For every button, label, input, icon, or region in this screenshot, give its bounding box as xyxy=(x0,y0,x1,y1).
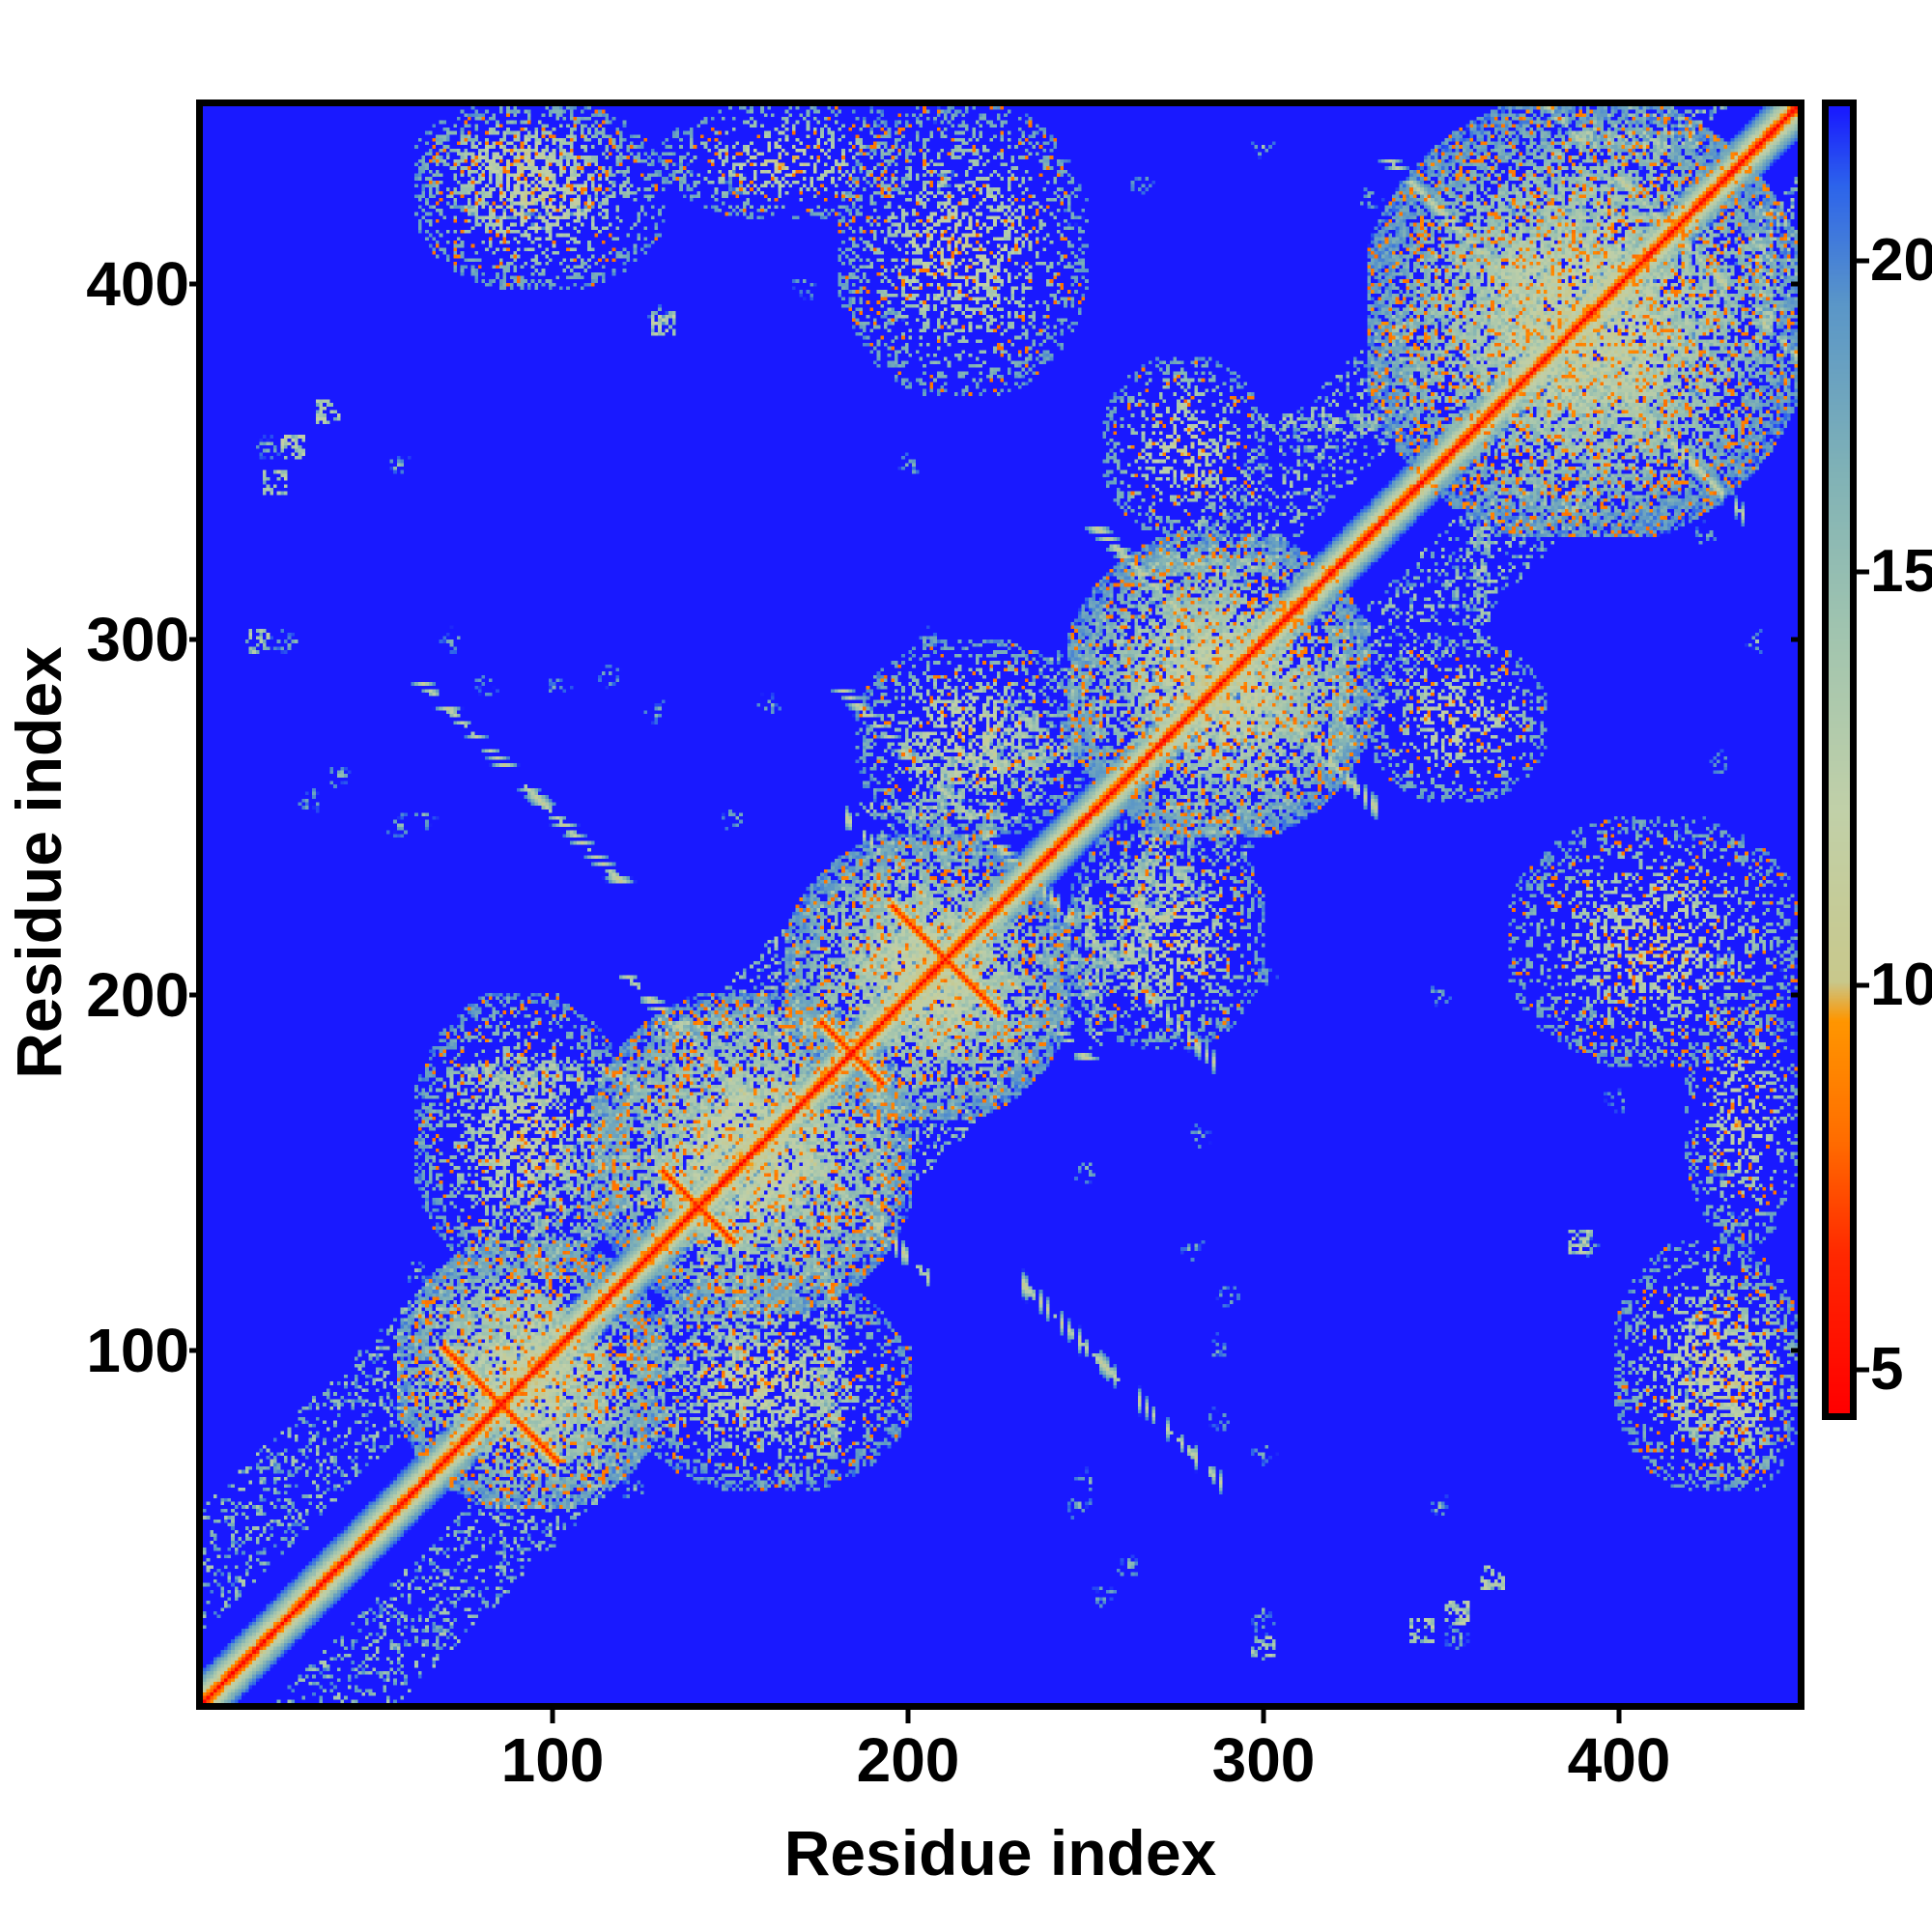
y-tick-label-100: 100 xyxy=(86,1316,189,1385)
contact-map-canvas xyxy=(203,106,1798,1703)
plot-right-tick-400 xyxy=(1791,281,1804,287)
colorbar-tick-mark-15 xyxy=(1857,569,1869,575)
colorbar-tick-label-15: 15 xyxy=(1870,538,1932,605)
plot-right-tick-300 xyxy=(1791,637,1804,642)
colorbar xyxy=(1822,99,1857,1420)
plot-right-tick-200 xyxy=(1791,992,1804,998)
colorbar-tick-mark-5 xyxy=(1857,1367,1869,1373)
colorbar-tick-label-5: 5 xyxy=(1870,1336,1904,1403)
y-axis-tick-labels: 400 300 200 100 xyxy=(0,0,189,1932)
y-tick-label-300: 300 xyxy=(86,605,189,674)
x-tick-mark-200 xyxy=(905,1710,911,1723)
x-tick-mark-100 xyxy=(550,1710,555,1723)
colorbar-tick-label-20: 20 xyxy=(1870,227,1932,294)
x-tick-mark-400 xyxy=(1616,1710,1622,1723)
y-tick-mark-400 xyxy=(189,281,203,287)
x-tick-label-100: 100 xyxy=(500,1725,605,1795)
x-tick-label-300: 300 xyxy=(1211,1725,1316,1795)
x-axis-title: Residue index xyxy=(783,1817,1217,1889)
x-tick-mark-300 xyxy=(1261,1710,1266,1723)
x-tick-label-200: 200 xyxy=(856,1725,960,1795)
colorbar-gradient xyxy=(1829,106,1850,1413)
y-tick-label-200: 200 xyxy=(86,960,189,1030)
heatmap-plot-area xyxy=(196,99,1804,1710)
x-tick-label-400: 400 xyxy=(1567,1725,1671,1795)
plot-right-tick-100 xyxy=(1791,1348,1804,1353)
y-tick-mark-200 xyxy=(189,992,203,998)
colorbar-tick-mark-20 xyxy=(1857,258,1869,264)
y-tick-mark-100 xyxy=(189,1348,203,1353)
y-axis-title: Residue index xyxy=(3,646,74,1079)
y-tick-mark-300 xyxy=(189,637,203,642)
colorbar-tick-mark-10 xyxy=(1857,982,1869,988)
colorbar-tick-label-10: 10 xyxy=(1870,952,1932,1018)
y-tick-label-400: 400 xyxy=(86,249,189,319)
